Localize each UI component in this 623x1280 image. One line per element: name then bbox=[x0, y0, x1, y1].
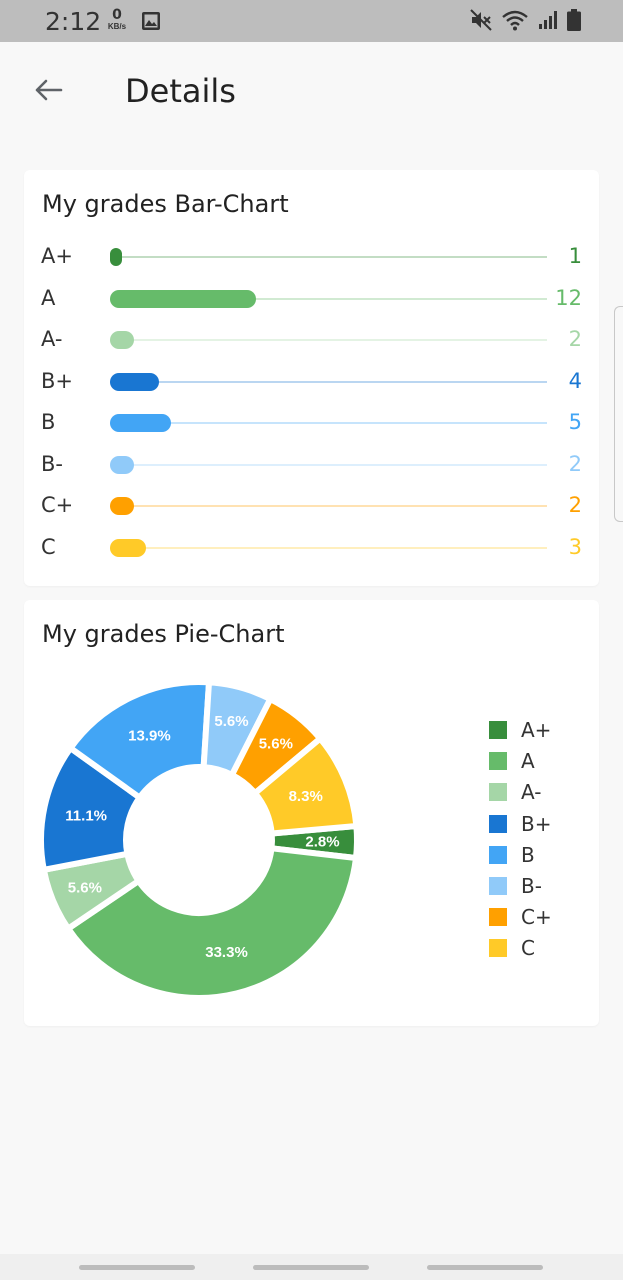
pie-slice-label: 8.3% bbox=[289, 788, 323, 805]
bar-track bbox=[110, 256, 547, 258]
bar-category-label: A- bbox=[41, 327, 63, 351]
legend-label: B- bbox=[521, 873, 542, 898]
bar-row: B+ 4 bbox=[24, 367, 599, 397]
bar-row: A 12 bbox=[24, 284, 599, 314]
pie-slice bbox=[66, 679, 213, 802]
battery-icon bbox=[567, 9, 581, 36]
pie-slice-label: 11.1% bbox=[65, 807, 107, 824]
bar-value-label: 5 bbox=[568, 410, 582, 434]
pie-chart: 2.8% 33.3% 5.6% 11.1% 13.9% 5.6% 5.6% 8.3% bbox=[38, 679, 360, 1001]
legend-label: C bbox=[521, 936, 535, 961]
recents-button[interactable] bbox=[79, 1265, 195, 1270]
home-button[interactable] bbox=[253, 1265, 369, 1270]
bar-value-label: 12 bbox=[555, 285, 582, 310]
bar-mark bbox=[110, 372, 159, 391]
bar-mark bbox=[110, 455, 135, 474]
bar-mark bbox=[110, 538, 147, 557]
bar-row: A+ 1 bbox=[24, 242, 599, 272]
bar-row: A- 2 bbox=[24, 325, 599, 355]
bar-value-label: 2 bbox=[568, 451, 582, 476]
pie-slice-label: 13.9% bbox=[128, 728, 171, 745]
bar-category-label: A bbox=[41, 285, 56, 310]
bar-track bbox=[110, 339, 547, 341]
pie-slice-label: 5.6% bbox=[214, 713, 248, 730]
bar-value-label: 2 bbox=[568, 327, 582, 351]
bar-value-label: 1 bbox=[568, 244, 582, 268]
legend-swatch bbox=[489, 814, 507, 833]
legend-swatch bbox=[489, 939, 507, 958]
legend-swatch bbox=[489, 783, 507, 802]
network-speed: 0 KB/s bbox=[104, 8, 130, 31]
back-button[interactable] bbox=[26, 70, 70, 114]
bar-category-label: C bbox=[41, 534, 56, 559]
pie-slice-label: 33.3% bbox=[205, 944, 248, 961]
legend-swatch bbox=[489, 908, 507, 927]
bar-track bbox=[110, 297, 547, 300]
legend-label: A+ bbox=[521, 718, 552, 742]
back-nav-button[interactable] bbox=[427, 1265, 543, 1270]
bar-track bbox=[110, 422, 547, 424]
bar-row: B- 2 bbox=[24, 450, 599, 480]
bar-mark bbox=[110, 497, 135, 515]
bar-mark bbox=[110, 331, 135, 349]
wifi-icon bbox=[501, 9, 529, 36]
bar-value-label: 4 bbox=[568, 368, 582, 393]
bar-chart-title: My grades Bar-Chart bbox=[42, 190, 289, 218]
legend-label: B bbox=[521, 842, 535, 867]
signal-icon bbox=[538, 10, 558, 35]
legend-label: C+ bbox=[521, 905, 552, 930]
bar-mark bbox=[110, 414, 171, 432]
page-title: Details bbox=[125, 72, 236, 110]
pie-slice-label: 5.6% bbox=[259, 735, 293, 752]
pie-chart-title: My grades Pie-Chart bbox=[42, 620, 285, 648]
network-speed-value: 0 bbox=[112, 7, 122, 23]
legend-label: B+ bbox=[521, 811, 552, 836]
app-bar: Details bbox=[0, 42, 623, 142]
bar-mark bbox=[110, 248, 123, 266]
pie-slice bbox=[64, 844, 360, 1001]
bar-row: C+ 2 bbox=[24, 491, 599, 521]
arrow-left-icon bbox=[33, 78, 63, 107]
legend-swatch bbox=[489, 752, 507, 771]
bar-value-label: 2 bbox=[568, 493, 582, 517]
legend-label: A- bbox=[521, 780, 542, 805]
pie-chart-card: My grades Pie-Chart 2.8% 33.3% 5.6% 11.1% 13… bbox=[24, 600, 599, 1026]
bar-mark bbox=[110, 289, 256, 308]
navigation-bar bbox=[0, 1254, 623, 1280]
pie-slice-label: 2.8% bbox=[305, 834, 339, 851]
bar-category-label: B bbox=[41, 410, 56, 434]
bar-track bbox=[110, 546, 547, 549]
pie-slice bbox=[250, 734, 360, 837]
mute-icon bbox=[470, 9, 492, 36]
bar-track bbox=[110, 380, 547, 383]
status-bar: 2:12 0 KB/s bbox=[0, 0, 623, 42]
bar-track bbox=[110, 505, 547, 507]
bar-value-label: 3 bbox=[568, 534, 582, 559]
bar-category-label: C+ bbox=[41, 493, 74, 517]
bar-chart-card: My grades Bar-Chart A+ 1 A 12 A- 2 B+ 4 B 5 B- 2 C+ 2… bbox=[24, 170, 599, 586]
bar-category-label: B- bbox=[41, 451, 63, 476]
legend-label: A bbox=[521, 749, 535, 774]
image-icon bbox=[141, 11, 161, 36]
legend-swatch bbox=[489, 876, 507, 895]
bar-category-label: B+ bbox=[41, 368, 74, 393]
status-time: 2:12 bbox=[45, 7, 102, 36]
legend-swatch bbox=[489, 721, 507, 739]
legend-swatch bbox=[489, 845, 507, 864]
network-speed-unit: KB/s bbox=[107, 22, 127, 31]
bar-category-label: A+ bbox=[41, 244, 73, 268]
edge-panel-handle[interactable] bbox=[614, 306, 623, 522]
pie-slice-label: 5.6% bbox=[68, 879, 102, 896]
bar-track bbox=[110, 463, 547, 466]
